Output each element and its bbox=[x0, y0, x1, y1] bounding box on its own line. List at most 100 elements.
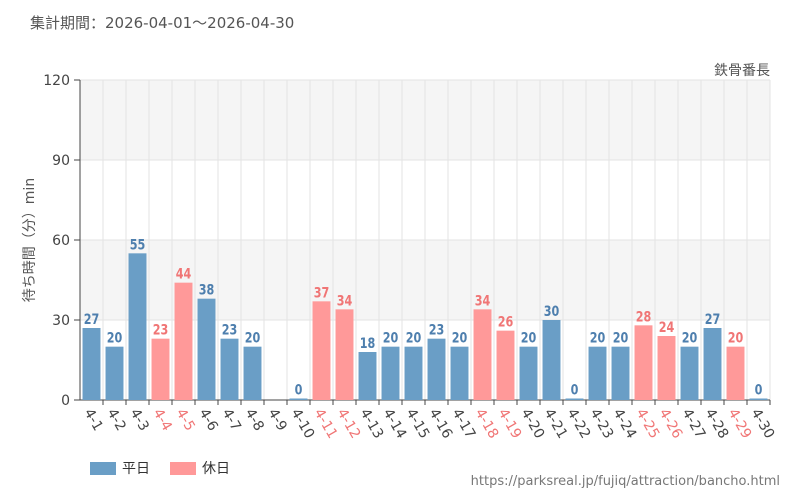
bar-value-label: 20 bbox=[590, 329, 606, 346]
bar bbox=[289, 398, 308, 400]
x-tick-label: 4-28 bbox=[702, 406, 732, 442]
x-tick-label: 4-26 bbox=[656, 406, 686, 442]
bar-value-label: 26 bbox=[498, 313, 514, 330]
bar bbox=[105, 346, 124, 400]
bar bbox=[381, 346, 400, 400]
bar-value-label: 20 bbox=[521, 329, 537, 346]
bar bbox=[565, 398, 584, 400]
x-tick-label: 4-21 bbox=[541, 406, 571, 442]
x-tick-label: 4-10 bbox=[288, 406, 318, 442]
bar bbox=[749, 398, 768, 400]
bar bbox=[703, 328, 722, 400]
bar bbox=[496, 330, 515, 400]
bar-value-label: 27 bbox=[705, 311, 721, 328]
bar-value-label: 0 bbox=[571, 381, 579, 398]
x-tick-label: 4-11 bbox=[311, 406, 341, 442]
bar-value-label: 28 bbox=[636, 308, 652, 325]
bar bbox=[220, 338, 239, 400]
bar bbox=[151, 338, 170, 400]
x-tick-label: 4-12 bbox=[334, 406, 364, 442]
x-tick-label: 4-29 bbox=[725, 406, 755, 442]
bar-value-label: 20 bbox=[452, 329, 468, 346]
x-tick-label: 4-30 bbox=[748, 406, 778, 442]
bar-value-label: 0 bbox=[755, 381, 763, 398]
bar bbox=[726, 346, 745, 400]
bar bbox=[404, 346, 423, 400]
bar-value-label: 55 bbox=[130, 236, 146, 253]
bar-value-label: 23 bbox=[153, 321, 169, 338]
bar bbox=[197, 298, 216, 400]
y-tick-label: 30 bbox=[52, 313, 70, 329]
bar bbox=[427, 338, 446, 400]
y-axis-title: 待ち時間（分）min bbox=[22, 178, 38, 302]
x-tick-label: 4-24 bbox=[610, 406, 640, 442]
x-tick-label: 4-27 bbox=[679, 406, 709, 442]
x-tick-label: 4-7 bbox=[219, 406, 244, 434]
bar-value-label: 20 bbox=[682, 329, 698, 346]
x-tick-label: 4-15 bbox=[403, 406, 433, 442]
bar bbox=[82, 328, 101, 400]
bar bbox=[680, 346, 699, 400]
x-tick-label: 4-17 bbox=[449, 406, 479, 442]
bar-value-label: 0 bbox=[295, 381, 303, 398]
bar bbox=[335, 309, 354, 400]
x-tick-label: 4-16 bbox=[426, 406, 456, 442]
bar-value-label: 37 bbox=[314, 284, 330, 301]
legend-weekday[interactable]: 平日 bbox=[90, 458, 150, 478]
legend-weekday-label: 平日 bbox=[122, 461, 150, 477]
bar bbox=[450, 346, 469, 400]
legend-holiday-swatch bbox=[170, 461, 196, 475]
bar-value-label: 30 bbox=[544, 303, 560, 320]
bar bbox=[174, 282, 193, 400]
x-tick-label: 4-1 bbox=[81, 406, 106, 434]
bar bbox=[312, 301, 331, 400]
y-tick-label: 0 bbox=[61, 393, 70, 409]
bar-value-label: 20 bbox=[107, 329, 123, 346]
x-tick-label: 4-20 bbox=[518, 406, 548, 442]
y-tick-label: 90 bbox=[52, 153, 70, 169]
bar-value-label: 27 bbox=[84, 311, 100, 328]
bar bbox=[358, 352, 377, 400]
bar bbox=[611, 346, 630, 400]
x-tick-label: 4-8 bbox=[242, 406, 267, 434]
bar bbox=[542, 320, 561, 400]
bar bbox=[519, 346, 538, 400]
x-tick-label: 4-4 bbox=[150, 406, 175, 434]
legend-holiday[interactable]: 休日 bbox=[170, 458, 230, 478]
bar-value-label: 20 bbox=[383, 329, 399, 346]
bar-value-label: 20 bbox=[245, 329, 261, 346]
bar bbox=[588, 346, 607, 400]
x-tick-label: 4-9 bbox=[265, 406, 290, 434]
x-tick-label: 4-14 bbox=[380, 406, 410, 442]
legend-weekday-swatch bbox=[90, 461, 116, 475]
x-tick-label: 4-25 bbox=[633, 406, 663, 442]
x-tick-label: 4-13 bbox=[357, 406, 387, 442]
x-tick-label: 4-18 bbox=[472, 406, 502, 442]
bar-value-label: 20 bbox=[406, 329, 422, 346]
bar-value-label: 23 bbox=[222, 321, 238, 338]
bar bbox=[473, 309, 492, 400]
bar-value-label: 34 bbox=[475, 292, 491, 309]
x-tick-label: 4-2 bbox=[104, 406, 129, 434]
bar-value-label: 18 bbox=[360, 335, 376, 352]
y-tick-label: 120 bbox=[43, 73, 70, 89]
bar bbox=[128, 253, 147, 400]
attraction-name: 鉄骨番長 bbox=[714, 63, 770, 79]
x-tick-label: 4-6 bbox=[196, 406, 221, 434]
bar bbox=[243, 346, 262, 400]
bar bbox=[657, 336, 676, 400]
bar-value-label: 20 bbox=[728, 329, 744, 346]
source-url[interactable]: https://parksreal.jp/fujiq/attraction/ba… bbox=[470, 474, 780, 489]
bar-value-label: 20 bbox=[613, 329, 629, 346]
bar bbox=[634, 325, 653, 400]
y-tick-label: 60 bbox=[52, 233, 70, 249]
period-label: 集計期間：2026-04-01～2026-04-30 bbox=[30, 14, 295, 32]
x-tick-label: 4-23 bbox=[587, 406, 617, 442]
x-tick-label: 4-19 bbox=[495, 406, 525, 442]
x-tick-label: 4-22 bbox=[564, 406, 594, 442]
bar-value-label: 23 bbox=[429, 321, 445, 338]
bar-value-label: 38 bbox=[199, 281, 215, 298]
legend-holiday-label: 休日 bbox=[202, 461, 230, 477]
bar-value-label: 34 bbox=[337, 292, 353, 309]
